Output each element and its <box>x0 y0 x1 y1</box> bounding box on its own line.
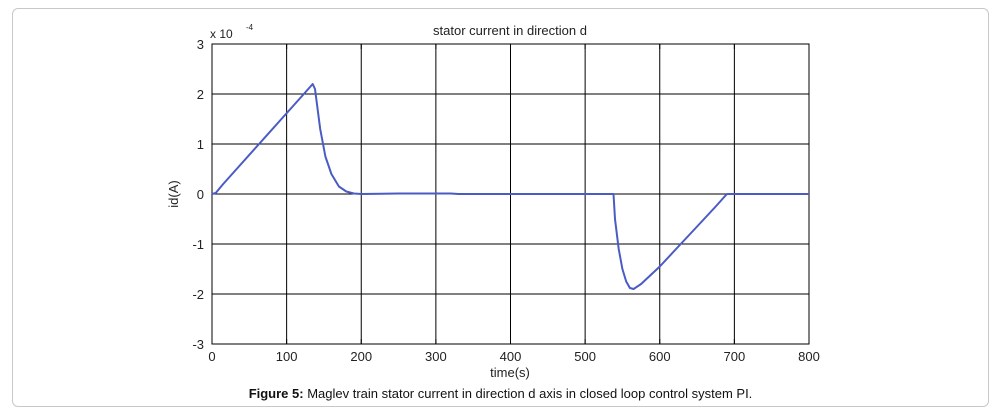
x-tick-label: 100 <box>276 349 298 364</box>
x-tick-label: 300 <box>425 349 447 364</box>
chart-title: stator current in direction d <box>433 23 587 38</box>
x-tick-label: 700 <box>724 349 746 364</box>
x-tick-label: 400 <box>500 349 522 364</box>
y-tick-labels: -3 -2 -1 0 1 2 3 <box>192 37 204 352</box>
y-axis-label: id(A) <box>166 180 181 207</box>
x-axis-label: time(s) <box>490 365 530 380</box>
x-tick-label: 0 <box>208 349 215 364</box>
y-tick-label: 2 <box>197 87 204 102</box>
y-multiplier: x 10 <box>210 27 233 41</box>
y-tick-label: 3 <box>197 37 204 52</box>
y-multiplier-exponent: -4 <box>246 23 254 32</box>
x-tick-labels: 0 100 200 300 400 500 600 700 800 <box>208 349 819 364</box>
y-tick-label: -3 <box>192 337 204 352</box>
x-tick-label: 200 <box>350 349 372 364</box>
y-tick-label: -2 <box>192 287 204 302</box>
figure-caption: Figure 5: Maglev train stator current in… <box>0 386 1001 401</box>
x-tick-label: 500 <box>574 349 596 364</box>
x-tick-label: 800 <box>798 349 820 364</box>
series-group <box>211 83 809 290</box>
series-line <box>211 83 809 290</box>
caption-label: Figure 5: <box>248 386 304 401</box>
y-tick-label: -1 <box>192 237 204 252</box>
caption-text: Maglev train stator current in direction… <box>303 386 753 401</box>
y-tick-label: 1 <box>197 137 204 152</box>
y-tick-label: 0 <box>197 187 204 202</box>
x-tick-label: 600 <box>649 349 671 364</box>
